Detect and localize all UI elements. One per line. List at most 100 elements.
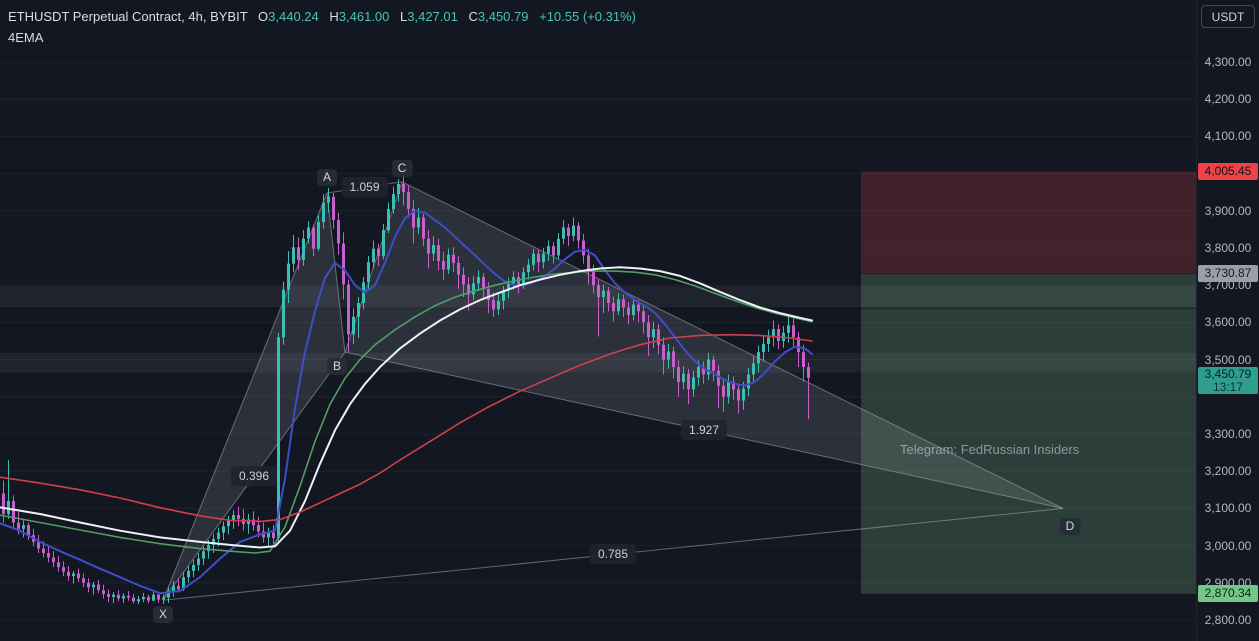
- candle-body: [107, 593, 110, 597]
- xabcd-pattern-fill[interactable]: [163, 192, 345, 601]
- candle-body: [622, 299, 625, 308]
- candle-body: [162, 597, 165, 600]
- chart-area[interactable]: ETHUSDT Perpetual Contract, 4h, BYBIT O3…: [0, 0, 1196, 641]
- price-tick: 4,200.00: [1204, 92, 1252, 107]
- candle-body: [457, 262, 460, 275]
- candle-body: [772, 329, 775, 338]
- candle-body: [252, 519, 255, 526]
- candle-body: [312, 227, 315, 249]
- candle-body: [352, 316, 355, 335]
- ema-medium-green-line: [0, 270, 813, 554]
- candle-body: [232, 515, 235, 521]
- candle-body: [257, 525, 260, 532]
- candle-body: [172, 585, 175, 591]
- stop-price-label: 4,005.45: [1198, 163, 1258, 181]
- candle-body: [127, 595, 130, 598]
- candle-body: [712, 359, 715, 371]
- low-label: L: [400, 9, 408, 24]
- xabcd-pattern-line: [401, 181, 1064, 509]
- candle-body: [407, 192, 410, 209]
- candle-body: [492, 300, 495, 310]
- pattern-point-d-label: D: [1059, 518, 1081, 536]
- candle-body: [52, 557, 55, 563]
- candle-body: [577, 225, 580, 241]
- candle-body: [762, 343, 765, 353]
- candle-body: [467, 284, 470, 295]
- price-tick: 3,300.00: [1204, 427, 1252, 441]
- candle-body: [17, 522, 20, 529]
- candle-body: [472, 283, 475, 295]
- candle-body: [57, 562, 60, 568]
- candle-body: [157, 594, 160, 600]
- pattern-point-c-label: C: [391, 159, 413, 177]
- candle-body: [672, 351, 675, 368]
- stop-price-label-value: 4,005.45: [1204, 164, 1252, 179]
- candle-body: [347, 284, 350, 335]
- price-axis[interactable]: USDT 4,300.00 4,200.00 4,100.00 3,900.00 3,8…: [1196, 0, 1259, 641]
- currency-toggle-button[interactable]: USDT: [1201, 5, 1255, 28]
- candle-body: [757, 352, 760, 364]
- short-position-stop-box[interactable]: [861, 171, 1196, 274]
- price-tick: 4,300.00: [1204, 55, 1252, 69]
- symbol-title[interactable]: ETHUSDT Perpetual Contract, 4h, BYBIT: [8, 9, 248, 24]
- candle-body: [612, 303, 615, 312]
- candle-body: [92, 584, 95, 588]
- candle-body: [372, 248, 375, 263]
- candle-body: [562, 227, 565, 239]
- target-price-label: 2,870.34: [1198, 585, 1258, 603]
- indicator-label[interactable]: 4EMA: [8, 30, 44, 45]
- candle-body: [592, 270, 595, 286]
- price-zone: [0, 352, 1196, 373]
- candle-body: [197, 558, 200, 565]
- candle-body: [132, 597, 135, 602]
- candle-body: [617, 299, 620, 312]
- candle-body: [342, 243, 345, 285]
- candle-body: [717, 370, 720, 386]
- candle-body: [237, 515, 240, 519]
- candle-body: [507, 283, 510, 291]
- candle-body: [662, 344, 665, 360]
- candle-body: [2, 493, 5, 514]
- xabcd-pattern-line: [326, 192, 346, 353]
- candle-body: [632, 304, 635, 315]
- candle-body: [462, 274, 465, 285]
- candle-body: [477, 277, 480, 284]
- candle-body: [307, 227, 310, 239]
- candle-body: [187, 570, 190, 578]
- candle-body: [277, 337, 280, 539]
- candle-body: [557, 238, 560, 256]
- price-tick: 2,800.00: [1204, 613, 1252, 627]
- candle-body: [487, 288, 490, 301]
- candle-body: [807, 367, 810, 378]
- candle-body: [387, 208, 390, 231]
- candle-body: [152, 594, 155, 601]
- candle-body: [117, 594, 120, 599]
- candle-body: [62, 567, 65, 572]
- candle-body: [42, 548, 45, 554]
- candle-body: [417, 217, 420, 228]
- ema-slow-white-line: [0, 266, 813, 549]
- candle-body: [47, 553, 50, 558]
- pattern-ratio-label: 1.059: [341, 177, 388, 198]
- candle-body: [737, 389, 740, 401]
- candle-body: [797, 337, 800, 353]
- candle-body: [582, 240, 585, 256]
- short-position-profit-box[interactable]: [861, 273, 1196, 594]
- candle-body: [322, 202, 325, 222]
- candle-body: [442, 261, 445, 270]
- target-price-label-value: 2,870.34: [1204, 586, 1252, 601]
- ema-slowest-red-line: [0, 333, 813, 523]
- pattern-ratio-label: 0.396: [230, 466, 278, 487]
- xabcd-pattern-fill[interactable]: [345, 181, 1063, 509]
- price-tick: 3,800.00: [1204, 241, 1252, 255]
- candle-body: [202, 551, 205, 559]
- candle-body: [102, 590, 105, 594]
- candle-body: [87, 582, 90, 588]
- price-tick: 3,500.00: [1204, 352, 1252, 367]
- open-label: O: [258, 9, 269, 24]
- pattern-point-x-label: X: [152, 606, 174, 624]
- chart-canvas[interactable]: [0, 0, 1196, 641]
- candle-body: [72, 573, 75, 577]
- candle-body: [382, 230, 385, 257]
- pattern-ratio-label: 0.785: [589, 544, 637, 565]
